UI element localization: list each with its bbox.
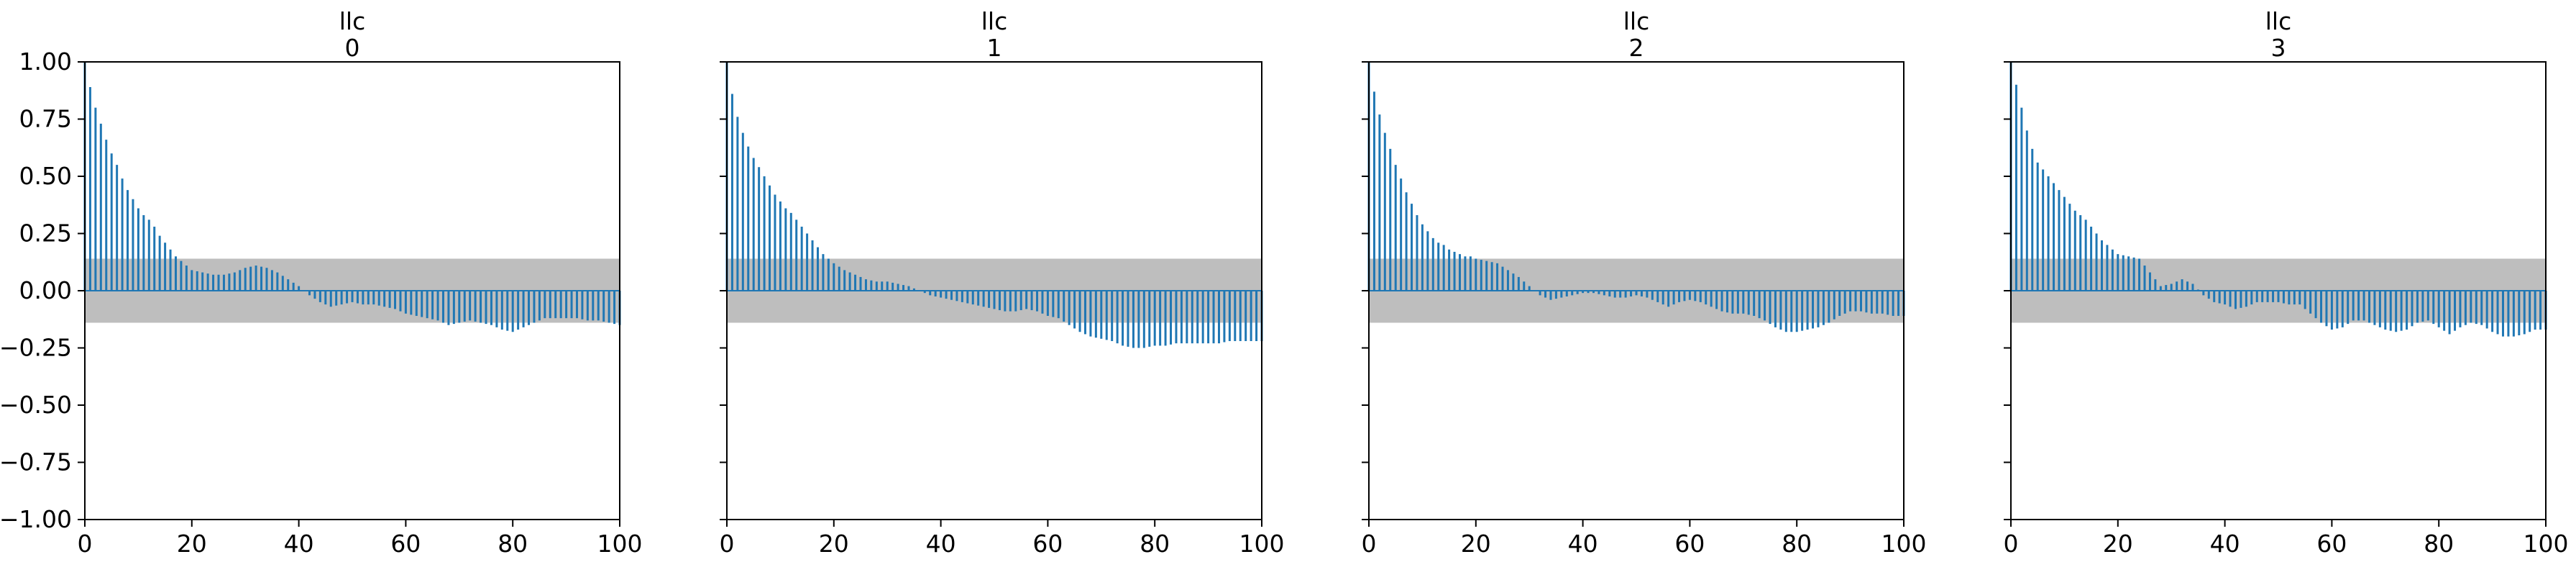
x-tick-label: 20 xyxy=(819,530,849,558)
x-tick-label: 80 xyxy=(498,530,528,558)
panel-title-line: llc xyxy=(981,7,1007,35)
panel-title-line: llc xyxy=(339,7,365,35)
acf-stems xyxy=(725,62,1263,348)
x-tick-label: 20 xyxy=(2103,530,2133,558)
x-tick-label: 20 xyxy=(1461,530,1491,558)
y-tick-label: −0.50 xyxy=(0,391,72,419)
panel-title-line: 2 xyxy=(1629,34,1644,62)
x-tick-label: 0 xyxy=(78,530,93,558)
acf-panel-0: 0 20 40 60 80 100 −1.00 −0.75 −0.50 −0.25 0.00 0.25… xyxy=(0,7,643,558)
x-tick-label: 20 xyxy=(177,530,207,558)
y-tick-label: −0.75 xyxy=(0,448,72,476)
x-tick-label: 80 xyxy=(2424,530,2454,558)
x-tick-label: 40 xyxy=(926,530,956,558)
panel-title-line: 0 xyxy=(345,34,360,62)
y-tick-label: −1.00 xyxy=(0,505,72,533)
y-tick-label: 0.00 xyxy=(19,276,72,304)
panel-title-line: 1 xyxy=(987,34,1002,62)
x-tick-label: 80 xyxy=(1782,530,1812,558)
x-tick-label: 60 xyxy=(1674,530,1705,558)
x-tick-label: 60 xyxy=(390,530,421,558)
y-tick-label: 0.25 xyxy=(19,219,72,248)
x-tick-label: 80 xyxy=(1140,530,1170,558)
panel-title-line: llc xyxy=(1623,7,1649,35)
y-tick-label: 1.00 xyxy=(19,47,72,76)
x-tick-label: 100 xyxy=(1881,530,1927,558)
x-tick-label: 0 xyxy=(2004,530,2019,558)
y-tick-label: −0.25 xyxy=(0,334,72,362)
x-tick-label: 0 xyxy=(1362,530,1377,558)
y-tick-label: 0.75 xyxy=(19,105,72,133)
panel-title-line: llc xyxy=(2265,7,2291,35)
x-tick-label: 40 xyxy=(1568,530,1598,558)
x-tick-label: 60 xyxy=(1032,530,1063,558)
x-tick-label: 100 xyxy=(2524,530,2569,558)
x-tick-label: 40 xyxy=(2210,530,2240,558)
acf-stems xyxy=(1367,62,1905,332)
x-tick-label: 100 xyxy=(1239,530,1285,558)
x-tick-label: 40 xyxy=(284,530,314,558)
panel-title-line: 3 xyxy=(2271,34,2286,62)
x-tick-label: 60 xyxy=(2316,530,2347,558)
x-tick-label: 100 xyxy=(597,530,643,558)
x-tick-label: 0 xyxy=(720,530,735,558)
y-tick-label: 0.50 xyxy=(19,162,72,190)
